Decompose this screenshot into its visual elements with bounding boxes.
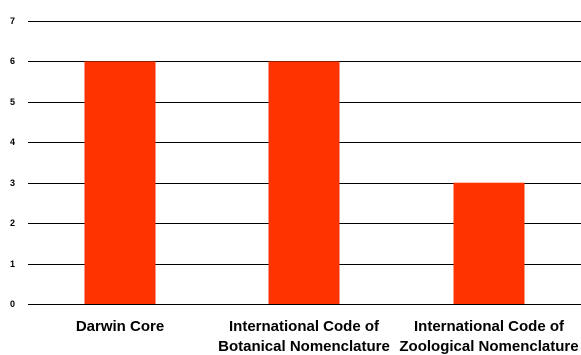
x-category-label: International Code of: [229, 318, 380, 335]
y-tick-label: 2: [10, 218, 15, 228]
bar-3: [453, 182, 525, 304]
y-tick-label: 4: [10, 137, 15, 147]
bar-1: [84, 61, 156, 304]
y-tick-label: 6: [10, 56, 15, 66]
y-tick-label: 3: [10, 178, 15, 188]
x-category-label: Botanical Nomenclature: [218, 338, 390, 355]
y-tick-label: 0: [10, 299, 15, 309]
x-category-label: Zoological Nomenclature: [399, 338, 578, 355]
y-tick-label: 5: [10, 97, 15, 107]
x-axis-category-labels: Darwin Core International Code of Botanica…: [76, 318, 579, 355]
x-category-label: International Code of: [414, 318, 565, 335]
y-axis-tick-labels: 0 1 2 3 4 5 6 7: [10, 16, 15, 309]
bar-2: [268, 61, 340, 304]
bars: [84, 61, 525, 304]
x-category-label: Darwin Core: [76, 318, 164, 335]
y-tick-label: 1: [10, 259, 15, 269]
y-tick-label: 7: [10, 16, 15, 26]
